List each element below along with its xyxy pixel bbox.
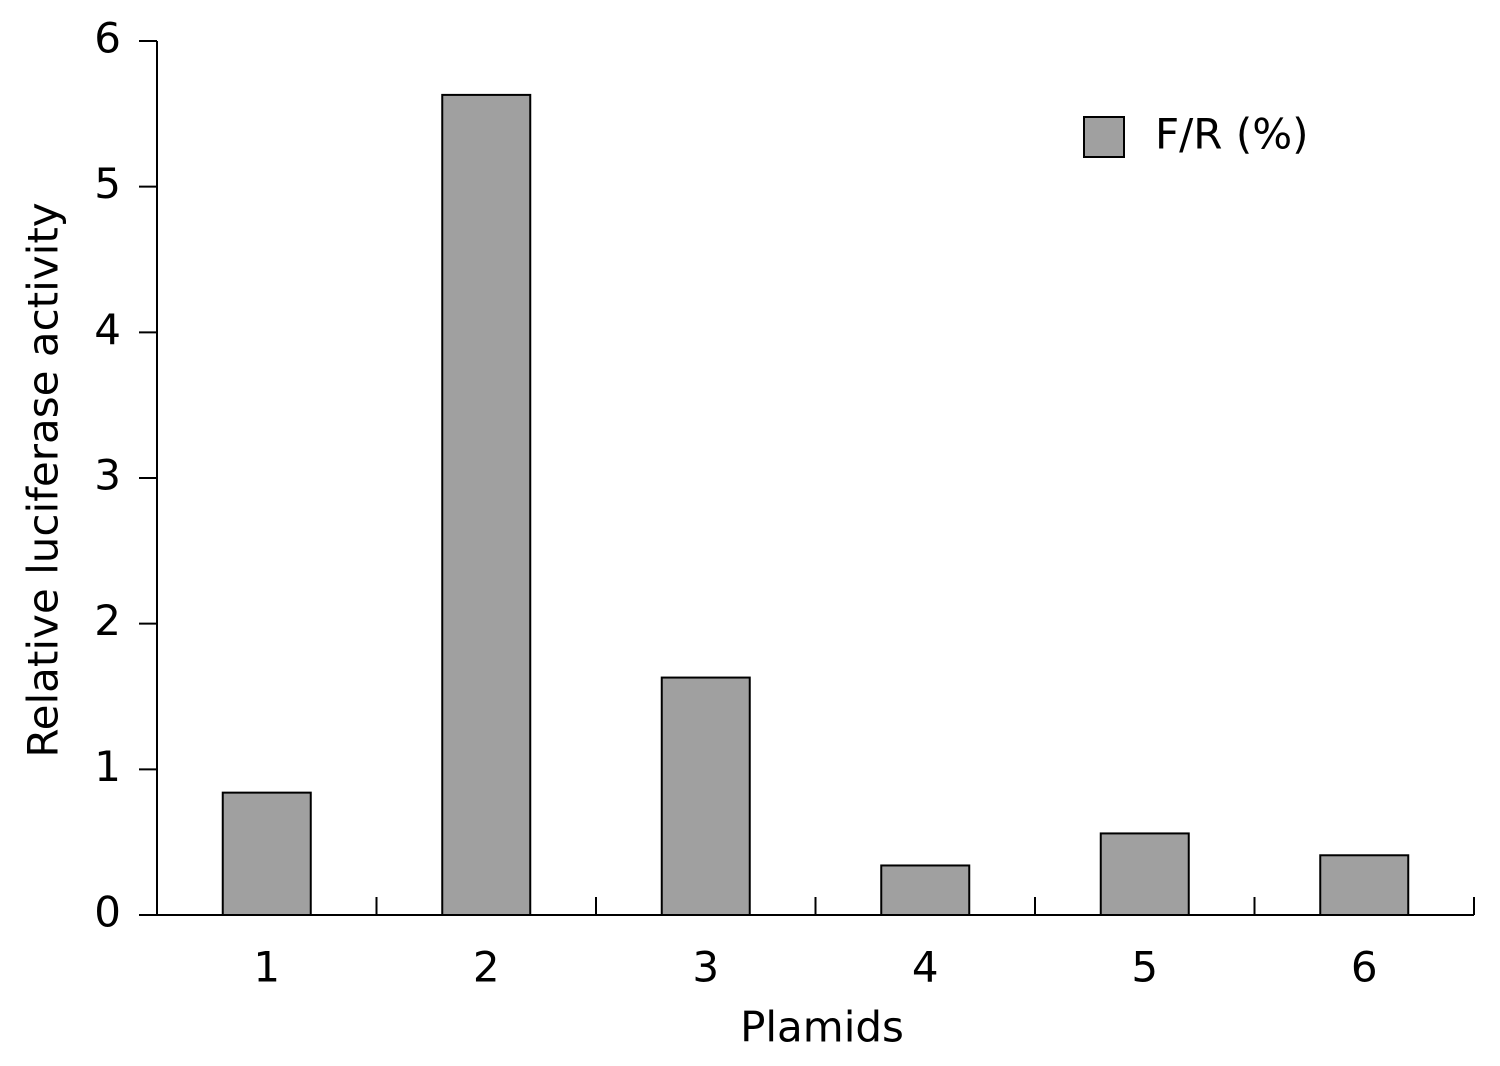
x-tick-label: 4 <box>912 943 939 992</box>
y-tick-label: 4 <box>94 305 121 354</box>
y-tick-label: 1 <box>94 742 121 791</box>
y-tick-label: 0 <box>94 888 121 937</box>
x-tick-label: 5 <box>1131 943 1158 992</box>
bar <box>660 676 751 917</box>
x-tick-label: 6 <box>1351 943 1378 992</box>
y-tick-label: 2 <box>94 596 121 645</box>
bar <box>1099 832 1190 917</box>
y-tick-label: 3 <box>94 451 121 500</box>
bar <box>441 93 532 916</box>
legend-swatch <box>1083 116 1125 158</box>
y-axis-title: Relative luciferase activity <box>19 202 68 757</box>
x-tick-label: 3 <box>692 943 719 992</box>
x-tick-label: 1 <box>253 943 280 992</box>
bar <box>1319 854 1410 917</box>
legend-label: F/R (%) <box>1155 110 1309 159</box>
y-tick-label: 5 <box>94 159 121 208</box>
x-axis-title: Plamids <box>740 1003 904 1052</box>
bar <box>221 791 312 917</box>
bar <box>880 864 971 916</box>
y-tick-label: 6 <box>94 14 121 63</box>
x-tick-label: 2 <box>473 943 500 992</box>
